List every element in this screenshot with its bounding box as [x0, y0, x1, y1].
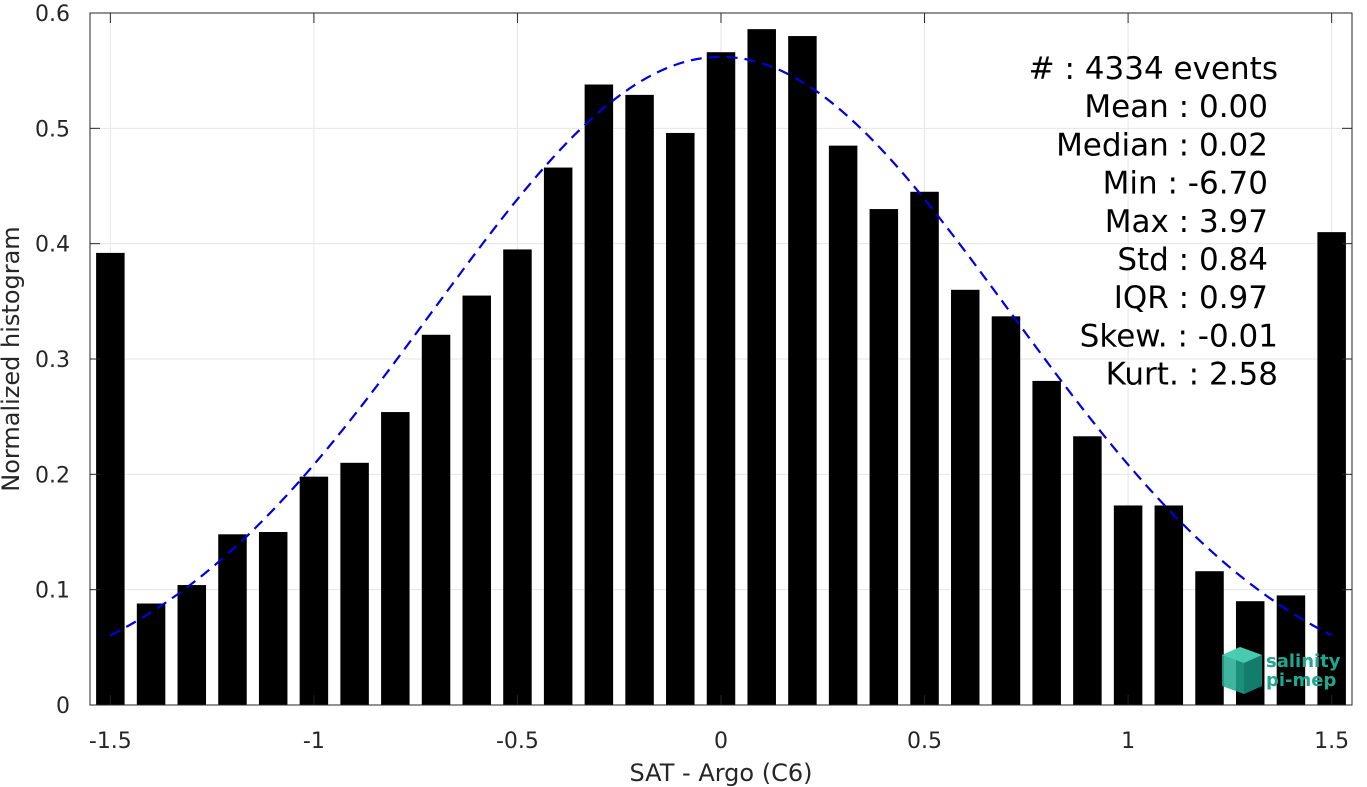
x-tick-label: 1.5	[1314, 729, 1349, 754]
x-tick-label: -1	[303, 729, 325, 754]
histogram-bar	[1154, 505, 1184, 705]
y-tick-label: 0	[56, 694, 70, 719]
histogram-bar	[1317, 232, 1346, 705]
stat-annotation: Kurt. : 2.58	[1106, 357, 1278, 393]
stat-annotation: Min : -6.70	[1103, 166, 1268, 202]
y-tick-label: 0.6	[35, 2, 70, 27]
histogram-bars	[96, 29, 1346, 706]
y-tick-label: 0.3	[35, 348, 70, 373]
logo-cube-shadow	[1244, 655, 1262, 694]
histogram-bar	[340, 462, 369, 705]
histogram-bar	[96, 252, 125, 706]
stat-annotation: Median : 0.02	[1056, 127, 1268, 163]
histogram-bar	[421, 334, 451, 705]
stat-annotation: Mean : 0.00	[1084, 89, 1268, 125]
x-tick-label: 1	[1121, 729, 1135, 754]
x-tick-label: -0.5	[496, 729, 539, 754]
gaussian-fit	[109, 55, 1333, 637]
gaussian-fit-curve	[109, 55, 1333, 637]
stat-annotation: Skew. : -0.01	[1080, 318, 1278, 354]
histogram-bar	[462, 295, 491, 705]
axes-frame	[89, 12, 1353, 706]
logo-line2: pi-mep	[1266, 670, 1336, 691]
histogram-bar	[666, 132, 695, 706]
x-tick-label: 0.5	[907, 729, 942, 754]
stat-annotation: Max : 3.97	[1105, 204, 1268, 240]
histogram-bar	[625, 94, 654, 706]
histogram-bar	[299, 476, 329, 705]
y-tick-label: 0.2	[35, 463, 70, 488]
histogram-bar	[788, 36, 817, 706]
histogram-bar	[951, 289, 980, 705]
histogram-bar	[177, 585, 207, 705]
histogram-bar	[1195, 571, 1224, 705]
stat-annotation: IQR : 0.97	[1114, 280, 1268, 316]
y-tick-label: 0.5	[35, 117, 70, 142]
histogram-bar	[828, 145, 858, 706]
histogram-bar	[1032, 380, 1061, 705]
histogram-bar	[381, 412, 410, 705]
y-tick-label: 0.4	[35, 233, 70, 258]
logo-cube-facet	[1222, 647, 1262, 663]
stat-annotation: Std : 0.84	[1117, 242, 1268, 278]
tick-labels: -1.5 -1 -0.5 0 0.5 1 1.5 0 0.1 0.2 0.3 0.4 0.5 0.6	[35, 2, 1349, 754]
logo-line1: salinity	[1266, 651, 1341, 672]
histogram-bar	[747, 29, 776, 705]
histogram-bar	[584, 84, 614, 706]
x-axis-label: SAT - Argo (C6)	[630, 759, 813, 787]
histogram-bar	[218, 534, 247, 705]
histogram-bar	[991, 316, 1021, 705]
histogram-bar	[258, 532, 288, 705]
y-tick-label: 0.1	[35, 579, 70, 604]
x-tick-label: -1.5	[89, 729, 132, 754]
histogram-bar	[1113, 505, 1143, 705]
histogram-bar	[503, 249, 532, 705]
histogram-bar	[706, 52, 736, 706]
histogram-bar	[1073, 436, 1102, 705]
histogram-bar	[1276, 595, 1306, 705]
histogram-bar	[910, 191, 939, 705]
histogram-bar	[543, 167, 573, 706]
stat-annotation: # : 4334 events	[1029, 51, 1278, 87]
salinity-pi-mep-logo: salinity pi-mep	[1222, 647, 1341, 694]
y-axis-label: Normalized histogram	[0, 226, 25, 491]
x-tick-label: 0	[714, 729, 728, 754]
histogram-bar	[869, 209, 899, 706]
histogram-bar	[136, 603, 166, 705]
